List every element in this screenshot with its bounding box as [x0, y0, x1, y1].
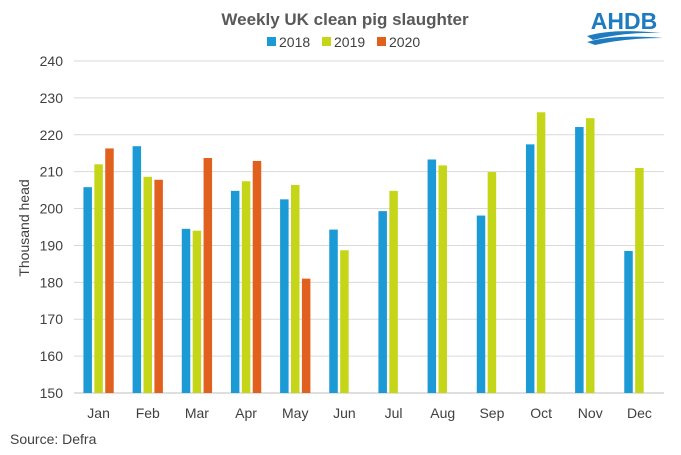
- y-tick-label: 160: [40, 348, 64, 364]
- bar-2018-aug: [427, 159, 437, 393]
- bar-2020-apr: [252, 160, 262, 393]
- bar-2020-mar: [203, 158, 213, 393]
- bar-2018-mar: [181, 228, 191, 393]
- x-tick-label-dec: Dec: [627, 405, 652, 421]
- bar-2018-jun: [329, 229, 338, 393]
- bar-2019-jul: [389, 190, 398, 393]
- bar-2018-dec: [624, 250, 633, 393]
- y-tick-label: 180: [40, 274, 64, 290]
- bar-2018-jan: [83, 187, 92, 393]
- logo-swoosh-top: [587, 31, 661, 40]
- bar-2018-nov: [575, 127, 584, 393]
- x-axis: Jan Feb Mar Apr May Jun Jul Aug Sep Oct Nov Dec: [87, 405, 652, 421]
- bar-2019-dec: [635, 167, 644, 393]
- bar-2018-sep: [476, 215, 486, 393]
- source-note: Source: Defra: [10, 431, 97, 447]
- gridlines: [74, 60, 664, 394]
- bar-2019-nov: [586, 118, 595, 393]
- legend-swatch-2018: [267, 37, 276, 46]
- x-tick-label-feb: Feb: [136, 405, 160, 421]
- y-tick-label: 190: [40, 237, 64, 253]
- y-tick-label: 210: [40, 164, 64, 180]
- bars: [83, 112, 644, 393]
- bar-2018-may: [280, 199, 289, 393]
- bar-2019-oct: [536, 112, 546, 393]
- x-tick-label-sep: Sep: [479, 405, 504, 421]
- x-tick-label-oct: Oct: [530, 405, 552, 421]
- ahdb-logo: AHDB: [587, 8, 663, 45]
- legend: 2018 2019 2020: [267, 34, 420, 50]
- bar-2019-may: [291, 184, 300, 393]
- bar-2019-feb: [143, 176, 152, 393]
- bar-2020-jan: [105, 148, 114, 393]
- bar-2018-feb: [132, 146, 142, 393]
- y-tick-label: 220: [40, 127, 64, 143]
- x-tick-label-apr: Apr: [235, 405, 257, 421]
- legend-label-2018: 2018: [279, 34, 310, 50]
- bar-2018-jul: [378, 211, 387, 393]
- x-tick-label-jul: Jul: [385, 405, 403, 421]
- bar-2019-mar: [192, 230, 202, 393]
- legend-label-2020: 2020: [389, 34, 420, 50]
- y-tick-label: 230: [40, 90, 64, 106]
- bar-2018-oct: [525, 144, 535, 393]
- bar-2019-jan: [94, 164, 103, 393]
- y-axis-title: Thousand head: [16, 179, 32, 276]
- logo-swoosh-bottom: [587, 36, 663, 45]
- y-axis: 150 160 170 180 190 200 210 220 230 240: [40, 53, 64, 401]
- bar-2019-sep: [487, 172, 497, 393]
- y-tick-label: 240: [40, 53, 64, 69]
- x-tick-label-nov: Nov: [578, 405, 603, 421]
- logo-text: AHDB: [591, 8, 657, 34]
- legend-swatch-2020: [377, 37, 386, 46]
- x-tick-label-aug: Aug: [430, 405, 455, 421]
- x-tick-label-jan: Jan: [87, 405, 110, 421]
- bar-2019-aug: [438, 165, 447, 393]
- bar-2019-jun: [340, 250, 349, 393]
- y-tick-label: 150: [40, 385, 64, 401]
- bar-2018-apr: [230, 190, 240, 393]
- legend-swatch-2019: [322, 37, 331, 46]
- chart-title: Weekly UK clean pig slaughter: [221, 10, 469, 29]
- bar-2019-apr: [241, 181, 251, 393]
- x-tick-label-may: May: [282, 405, 308, 421]
- y-tick-label: 200: [40, 201, 64, 217]
- bar-2020-may: [301, 278, 311, 393]
- bar-2020-feb: [154, 179, 163, 393]
- x-tick-label-jun: Jun: [333, 405, 356, 421]
- x-tick-label-mar: Mar: [185, 405, 209, 421]
- y-tick-label: 170: [40, 311, 64, 327]
- legend-label-2019: 2019: [334, 34, 365, 50]
